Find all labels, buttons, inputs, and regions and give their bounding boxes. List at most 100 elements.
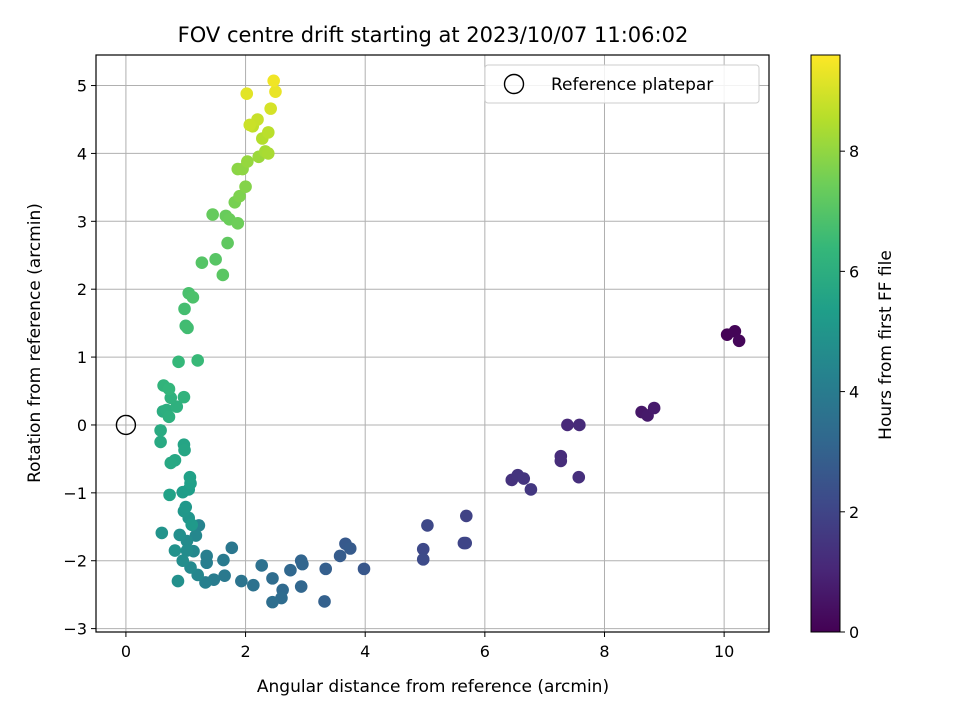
- y-tick-label: 5: [77, 77, 87, 96]
- y-tick-label: 2: [77, 280, 87, 299]
- data-point: [343, 542, 357, 555]
- data-point: [284, 563, 297, 577]
- legend: Reference platepar: [484, 64, 760, 104]
- x-axis-label: Angular distance from reference (arcmin): [257, 677, 609, 697]
- data-point: [176, 554, 190, 568]
- data-point: [180, 544, 194, 557]
- data-point: [199, 576, 212, 589]
- data-point: [255, 559, 269, 572]
- data-point: [561, 418, 574, 432]
- y-tick-label: 4: [77, 144, 87, 163]
- data-point: [162, 410, 176, 424]
- data-point: [647, 401, 661, 415]
- data-point: [318, 595, 331, 608]
- data-point: [264, 102, 277, 115]
- chart-title: FOV centre drift starting at 2023/10/07 …: [178, 23, 689, 47]
- data-point: [172, 355, 185, 369]
- data-point: [233, 189, 246, 203]
- data-point: [225, 541, 239, 555]
- data-point: [206, 208, 219, 221]
- x-tick-label: 10: [714, 642, 734, 661]
- data-point: [216, 268, 230, 282]
- x-tick-label: 8: [599, 642, 609, 661]
- x-tick-label: 2: [240, 642, 250, 661]
- colorbar-tick-label: 4: [849, 383, 859, 402]
- data-point: [164, 456, 178, 470]
- data-point: [240, 87, 254, 100]
- data-point: [171, 574, 185, 588]
- y-tick-label: 3: [77, 212, 87, 231]
- data-point: [319, 562, 333, 576]
- data-point: [185, 518, 199, 532]
- data-point: [267, 74, 280, 88]
- y-tick-label: 1: [77, 348, 87, 367]
- y-tick-label: −1: [63, 484, 87, 503]
- reference-marker-group: [115, 414, 137, 436]
- data-point: [573, 418, 586, 432]
- data-point: [195, 256, 209, 270]
- colorbar: [810, 54, 841, 633]
- data-point: [421, 519, 434, 532]
- data-point: [173, 528, 187, 542]
- data-point: [266, 595, 279, 609]
- data-point: [154, 435, 167, 449]
- data-point: [459, 509, 473, 523]
- data-point: [517, 472, 531, 485]
- y-tick-label: −3: [63, 620, 87, 639]
- y-axis-label: Rotation from reference (arcmin): [25, 203, 45, 483]
- data-point: [178, 443, 191, 457]
- data-point: [235, 574, 248, 588]
- data-point: [261, 126, 275, 139]
- colorbar-tick-label: 0: [849, 623, 859, 642]
- data-point: [357, 562, 371, 576]
- data-point: [162, 382, 176, 396]
- data-point: [221, 236, 234, 250]
- data-point: [178, 302, 191, 316]
- legend-box: [484, 64, 760, 104]
- y-tick-label: 0: [77, 416, 87, 435]
- data-point: [296, 557, 309, 571]
- colorbar-tick-label: 6: [849, 262, 859, 281]
- data-point: [154, 424, 167, 437]
- data-point: [155, 526, 169, 540]
- x-tick-label: 6: [480, 642, 490, 661]
- legend-reference-marker: [503, 73, 525, 95]
- data-point: [728, 324, 742, 338]
- data-point: [524, 483, 538, 496]
- legend-label: Reference platepar: [551, 75, 713, 95]
- data-points: [154, 74, 746, 609]
- plot-frame: [95, 54, 770, 633]
- data-point: [243, 118, 257, 132]
- data-point: [209, 253, 222, 266]
- data-point: [181, 321, 194, 335]
- data-point: [241, 155, 254, 168]
- data-point: [218, 569, 231, 582]
- data-point: [554, 454, 568, 468]
- data-point: [416, 553, 430, 566]
- data-point: [179, 500, 193, 514]
- data-point: [168, 544, 182, 557]
- colorbar-label: Hours from first FF file: [876, 250, 896, 440]
- x-axis-ticks: 0 2 4 6 8 10: [121, 632, 734, 661]
- data-point: [163, 488, 176, 502]
- data-point: [191, 354, 204, 367]
- data-point: [217, 553, 230, 567]
- data-point: [269, 85, 282, 98]
- data-point: [200, 556, 213, 570]
- colorbar-tick-label: 8: [849, 142, 859, 161]
- data-point: [294, 580, 308, 593]
- colorbar-ticks: 0 2 4 6 8: [840, 142, 859, 642]
- data-point: [183, 470, 197, 484]
- data-point: [239, 180, 252, 193]
- data-point: [459, 536, 473, 550]
- x-tick-label: 0: [121, 642, 131, 661]
- reference-marker: [115, 414, 137, 436]
- data-point: [177, 390, 191, 404]
- x-tick-label: 4: [360, 642, 370, 661]
- data-point: [170, 400, 184, 413]
- data-point: [247, 578, 260, 592]
- data-point: [186, 291, 200, 304]
- y-tick-label: −2: [63, 552, 87, 571]
